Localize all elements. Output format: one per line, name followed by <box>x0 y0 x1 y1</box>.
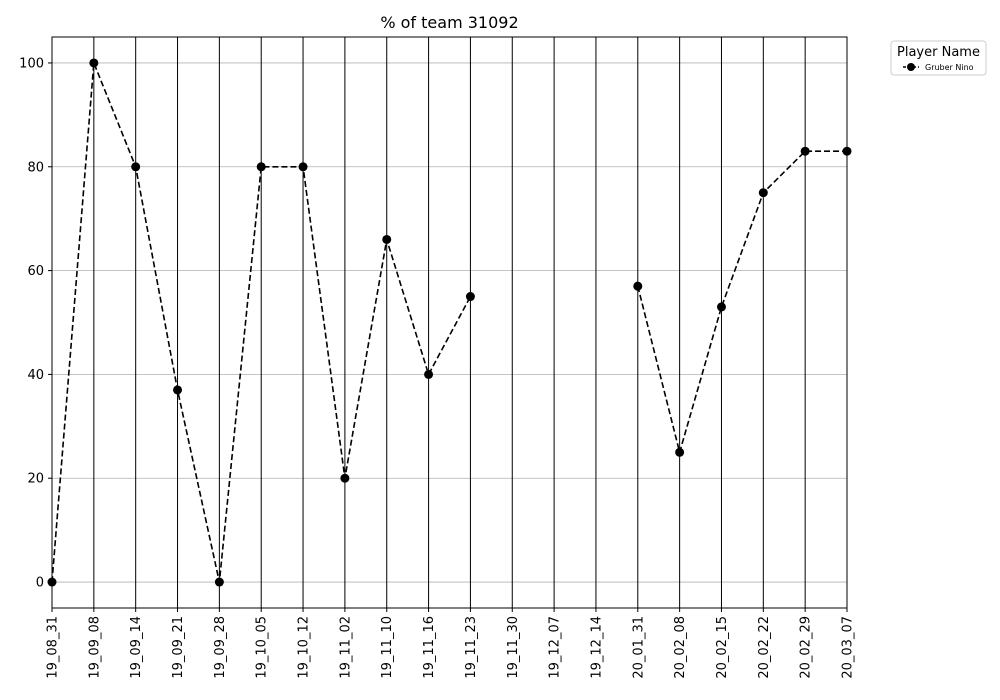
legend-title: Player Name <box>897 45 980 60</box>
x-tick-label: 19_10_12 <box>297 616 312 679</box>
y-tick-label: 100 <box>19 56 44 71</box>
legend-entries: Gruber Nino <box>903 63 974 72</box>
data-point <box>465 292 475 302</box>
data-point <box>298 162 308 172</box>
legend: Player Name Gruber Nino <box>890 40 987 76</box>
data-point <box>800 146 810 156</box>
x-tick-label: 19_09_21 <box>171 616 186 679</box>
data-point <box>214 577 224 587</box>
y-tick-label: 80 <box>27 160 44 175</box>
y-tick-label: 20 <box>27 472 44 487</box>
x-tick-label: 20_01_31 <box>631 616 646 679</box>
data-point <box>256 162 266 172</box>
x-tick-label: 19_09_28 <box>213 616 228 679</box>
chart-title: % of team 31092 <box>380 13 518 32</box>
x-tick-label: 20_02_29 <box>799 616 814 679</box>
x-axis: 19_08_31 19_09_08 19_09_14 19_09_21 19_09_28… <box>46 608 856 679</box>
data-point <box>173 385 183 395</box>
x-tick-label: 19_11_30 <box>506 616 521 679</box>
y-axis: 0 20 40 60 80 100 <box>19 56 52 591</box>
x-tick-label: 19_08_31 <box>46 616 61 679</box>
series-line <box>637 150 847 456</box>
plot-frame <box>51 36 848 609</box>
data-point <box>675 447 685 457</box>
x-tick-label: 19_11_02 <box>338 616 353 679</box>
x-tick-label: 20_02_08 <box>673 616 688 679</box>
x-tick-label: 19_11_23 <box>464 616 479 679</box>
series-line <box>51 62 472 583</box>
x-tick-label: 19_09_08 <box>87 616 102 679</box>
x-tick-label: 20_03_07 <box>841 616 856 679</box>
data-point <box>716 302 726 312</box>
legend-label: Gruber Nino <box>925 63 974 72</box>
data-point <box>758 188 768 198</box>
y-tick-label: 0 <box>36 576 44 591</box>
data-point <box>633 281 643 291</box>
y-tick-label: 40 <box>27 368 44 383</box>
x-tick-label: 19_09_14 <box>129 616 144 679</box>
data-point <box>424 369 434 379</box>
grid-layer <box>52 62 847 583</box>
x-tick-label: 19_12_14 <box>589 616 604 679</box>
series-layer <box>47 58 852 587</box>
x-tick-label: 19_12_07 <box>548 616 563 679</box>
x-tick-label: 20_02_15 <box>715 616 730 679</box>
category-vertical-lines <box>51 37 848 608</box>
x-tick-label: 19_10_05 <box>255 616 270 679</box>
data-point <box>131 162 141 172</box>
data-point <box>340 473 350 483</box>
x-tick-label: 19_11_10 <box>380 616 395 679</box>
x-tick-label: 20_02_22 <box>757 616 772 679</box>
x-tick-label: 19_11_16 <box>422 616 437 679</box>
data-point <box>89 58 99 68</box>
data-point <box>382 234 392 244</box>
legend-marker <box>907 63 915 71</box>
y-tick-label: 60 <box>27 264 44 279</box>
